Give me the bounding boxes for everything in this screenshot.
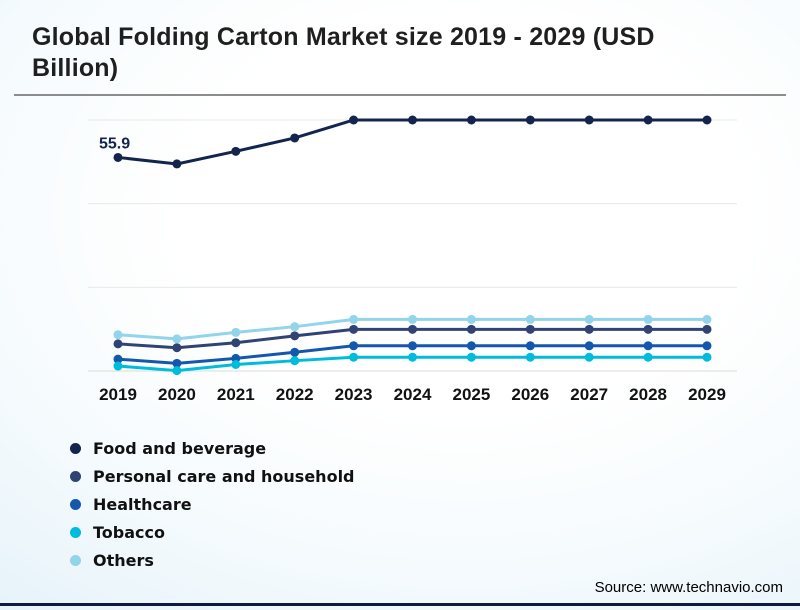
data-point-tobacco-2026 <box>525 352 535 362</box>
legend-label: Personal care and household <box>93 466 355 486</box>
data-point-personal-care-and-household-2028 <box>643 324 653 334</box>
data-point-personal-care-and-household-2020 <box>172 343 182 353</box>
data-point-healthcare-2027 <box>584 341 594 351</box>
legend-dot-icon <box>70 442 81 454</box>
data-point-healthcare-2023 <box>349 341 359 351</box>
x-axis-label-2024: 2024 <box>394 385 432 404</box>
legend-item-personal-care-and-household: Personal care and household <box>70 462 355 490</box>
data-point-tobacco-2022 <box>290 356 300 366</box>
data-point-personal-care-and-household-2026 <box>525 324 535 334</box>
x-axis-label-2019: 2019 <box>99 385 137 404</box>
x-axis-label-2023: 2023 <box>335 385 373 404</box>
legend-item-healthcare: Healthcare <box>70 490 355 518</box>
data-point-healthcare-2019 <box>113 354 123 364</box>
data-point-personal-care-and-household-2025 <box>466 324 476 334</box>
legend-label: Others <box>93 550 154 570</box>
data-point-tobacco-2027 <box>584 352 594 362</box>
line-chart: 55.9 2019 2020 2021 2022 2023 2024 2025 2026 2027… <box>88 115 737 404</box>
data-point-food-and-beverage-2025 <box>466 115 476 125</box>
data-point-others-2029 <box>702 314 712 324</box>
x-axis-label-2028: 2028 <box>629 385 667 404</box>
legend-dot-icon <box>70 470 81 482</box>
data-point-healthcare-2026 <box>525 341 535 351</box>
data-point-personal-care-and-household-2022 <box>290 331 300 341</box>
data-point-food-and-beverage-2020 <box>172 159 182 169</box>
data-point-food-and-beverage-2026 <box>525 115 535 125</box>
legend-label: Food and beverage <box>93 438 267 458</box>
data-point-food-and-beverage-2027 <box>584 115 594 125</box>
bottom-border-line <box>0 603 800 606</box>
data-point-food-and-beverage-2022 <box>290 133 300 143</box>
x-axis-label-2025: 2025 <box>452 385 490 404</box>
x-axis-label-2027: 2027 <box>570 385 608 404</box>
legend-dot-icon <box>70 498 81 510</box>
data-point-personal-care-and-household-2019 <box>113 339 123 349</box>
data-point-tobacco-2029 <box>702 352 712 362</box>
data-point-others-2026 <box>525 314 535 324</box>
legend-dot-icon <box>70 526 81 538</box>
page-title: Global Folding Carton Market size 2019 -… <box>32 23 655 82</box>
legend-item-tobacco: Tobacco <box>70 518 355 546</box>
data-point-personal-care-and-household-2021 <box>231 338 241 348</box>
data-point-healthcare-2025 <box>466 341 476 351</box>
data-point-personal-care-and-household-2023 <box>349 324 359 334</box>
data-point-food-and-beverage-2021 <box>231 146 241 156</box>
data-point-tobacco-2023 <box>349 352 359 362</box>
data-point-food-and-beverage-2028 <box>643 115 653 125</box>
data-point-healthcare-2029 <box>702 341 712 351</box>
x-axis-label-2026: 2026 <box>511 385 549 404</box>
data-point-tobacco-2021 <box>231 360 241 370</box>
chart-legend: Food and beverage Personal care and house… <box>70 434 355 574</box>
data-point-healthcare-2024 <box>408 341 417 351</box>
data-point-tobacco-2020 <box>172 366 182 376</box>
data-point-others-2028 <box>643 314 653 324</box>
x-axis-label-2021: 2021 <box>217 385 255 404</box>
legend-item-food-and-beverage: Food and beverage <box>70 434 355 462</box>
data-point-tobacco-2025 <box>466 352 476 362</box>
data-point-healthcare-2028 <box>643 341 653 351</box>
data-point-food-and-beverage-2024 <box>408 115 417 125</box>
data-point-tobacco-2019 <box>113 361 123 371</box>
data-point-tobacco-2024 <box>408 352 417 362</box>
data-point-others-2019 <box>113 330 123 340</box>
data-point-food-and-beverage-2029 <box>702 115 712 125</box>
data-point-personal-care-and-household-2027 <box>584 324 594 334</box>
data-point-others-2020 <box>172 334 182 344</box>
data-point-personal-care-and-household-2024 <box>408 324 417 334</box>
data-point-food-and-beverage-2023 <box>349 115 359 125</box>
title-divider-line <box>14 94 786 96</box>
data-point-tobacco-2028 <box>643 352 653 362</box>
source-note: Source: www.technavio.com <box>594 579 783 596</box>
data-point-others-2027 <box>584 314 594 324</box>
legend-label: Tobacco <box>93 522 165 542</box>
x-axis-label-2020: 2020 <box>158 385 196 404</box>
data-point-others-2023 <box>349 314 359 324</box>
data-point-others-2021 <box>231 327 241 337</box>
data-point-food-and-beverage-2019 <box>113 152 123 162</box>
series-line-food-and-beverage <box>117 118 707 166</box>
data-point-personal-care-and-household-2029 <box>702 324 712 334</box>
x-axis-label-2029: 2029 <box>688 385 726 404</box>
legend-label: Healthcare <box>93 494 192 514</box>
data-point-others-2024 <box>408 314 417 324</box>
data-point-healthcare-2020 <box>172 358 182 368</box>
data-point-others-2025 <box>466 314 476 324</box>
x-axis-label-2022: 2022 <box>276 385 314 404</box>
legend-dot-icon <box>70 554 81 566</box>
data-point-others-2022 <box>290 322 300 332</box>
data-point-healthcare-2022 <box>290 347 300 357</box>
data-label: 55.9 <box>99 135 130 152</box>
legend-item-others: Others <box>70 546 355 574</box>
